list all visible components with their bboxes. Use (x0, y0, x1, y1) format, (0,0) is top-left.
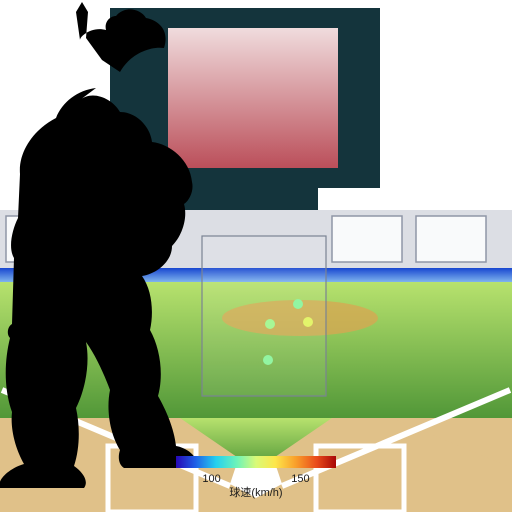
wall-panel-2 (332, 216, 402, 262)
pitch-location-chart: 100 150 球速(km/h) (0, 0, 512, 512)
pitch-marker-0 (293, 299, 303, 309)
scoreboard-screen (168, 28, 338, 168)
wall-panel-3 (416, 216, 486, 262)
pitch-marker-3 (263, 355, 273, 365)
speed-legend-bar (176, 456, 336, 468)
strike-zone (202, 236, 326, 396)
legend-tick: 100 (202, 473, 220, 485)
legend-tick: 150 (291, 473, 309, 485)
legend-label: 球速(km/h) (229, 485, 282, 499)
pitch-marker-1 (265, 319, 275, 329)
pitch-marker-2 (303, 317, 313, 327)
